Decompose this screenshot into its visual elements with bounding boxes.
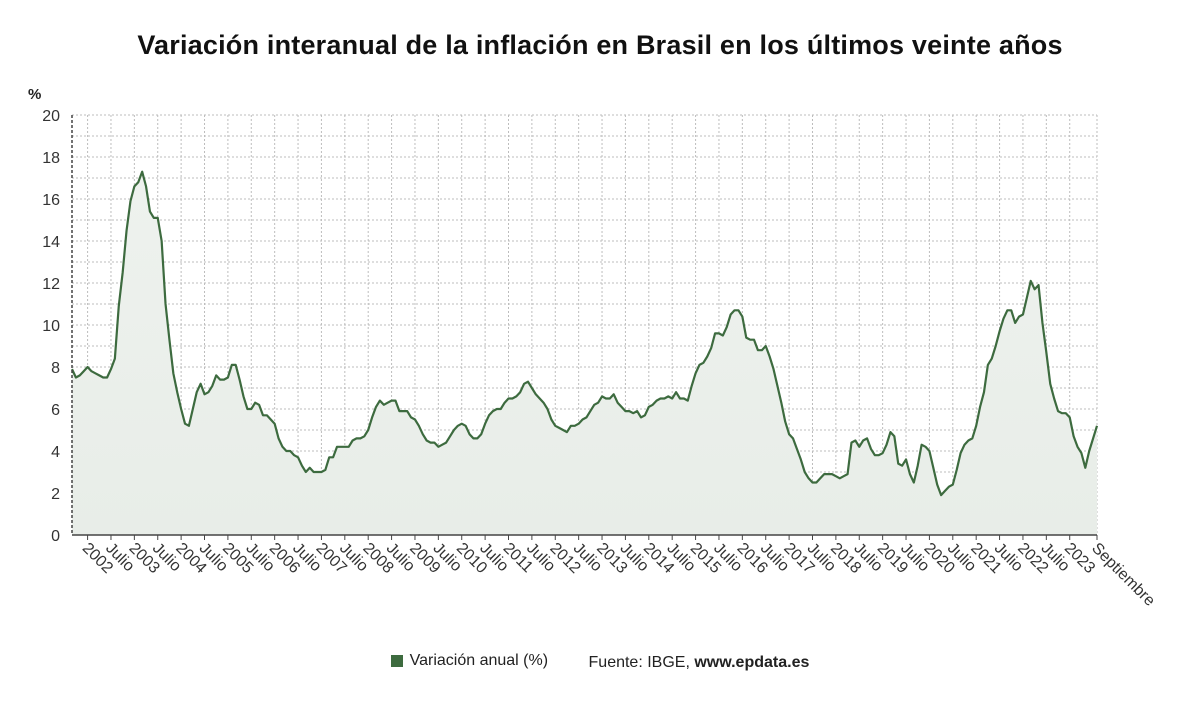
legend-item: Variación anual (%): [390, 652, 549, 670]
y-tick-label: 10: [42, 318, 60, 335]
plot-area: [71, 170, 1099, 535]
legend-swatch: [390, 655, 403, 667]
y-unit-label: %: [28, 86, 42, 103]
source-prefix: Fuente: IBGE,: [588, 654, 690, 671]
source-note: Fuente: IBGE, www.epdata.es: [589, 654, 810, 671]
y-tick-label: 8: [51, 360, 60, 377]
chart-title: Variación interanual de la inflación en …: [137, 30, 1063, 60]
line-chart: 0 2 4 6 8 10 12 14 16 18 20 2002Julio2003Julio2004…: [42, 108, 1158, 610]
y-tick-label: 0: [51, 528, 60, 545]
y-tick-label: 18: [42, 150, 60, 167]
y-axis-ticks: 0 2 4 6 8 10 12 14 16 18 20: [42, 108, 60, 545]
source-site: www.epdata.es: [694, 654, 810, 671]
y-tick-label: 4: [51, 444, 60, 461]
y-tick-label: 14: [42, 234, 60, 251]
x-axis-ticks: 2002Julio2003Julio2004Julio2005Julio2006…: [79, 535, 1158, 610]
legend-series-label: Variación anual (%): [409, 652, 549, 669]
series-area: [72, 171, 1097, 535]
series-line: [71, 170, 1099, 497]
y-tick-label: 16: [42, 192, 60, 209]
axes: [71, 115, 1097, 536]
y-tick-label: 12: [42, 276, 60, 293]
y-tick-label: 20: [42, 108, 60, 125]
legend: Variación anual (%) Fuente: IBGE, www.ep…: [0, 652, 1200, 672]
y-tick-label: 2: [51, 486, 60, 503]
x-tick-label: Septiembre: [1088, 540, 1158, 610]
y-tick-label: 6: [51, 402, 60, 419]
